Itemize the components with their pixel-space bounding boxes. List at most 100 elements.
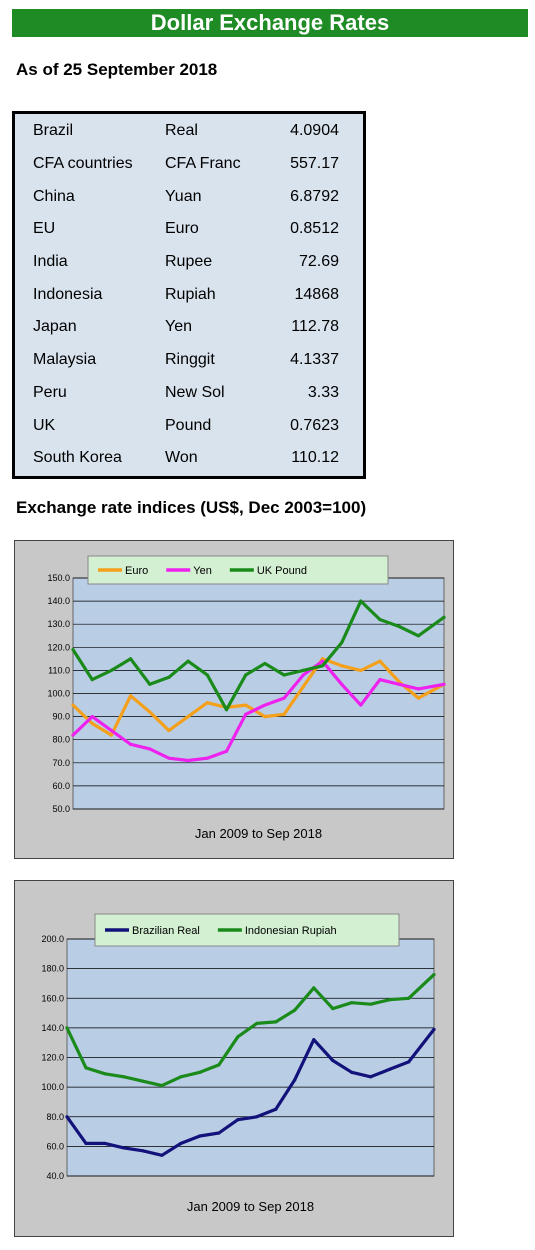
data-point (90, 678, 94, 682)
currency-cell: Ringgit (165, 351, 215, 369)
country-cell: CFA countries (33, 155, 133, 173)
data-point (378, 617, 382, 622)
data-point (160, 1153, 164, 1157)
data-point (71, 733, 75, 737)
rate-row: Japan Yen 112.78 (33, 311, 339, 344)
y-tick-label: 40.0 (46, 1171, 64, 1181)
data-point (244, 703, 248, 707)
data-point (224, 749, 229, 753)
rate-row: India Rupee 72.69 (33, 246, 339, 279)
data-point (224, 708, 229, 712)
rate-cell: 14868 (294, 285, 340, 303)
chart-euro-yen-pound: 50.0 60.0 70.0 80.0 90.0 100.0 110.0 120.0 130.0… (14, 540, 454, 859)
rate-row: Brazil Real 4.0904 (33, 115, 339, 148)
data-point (432, 972, 436, 977)
data-point (141, 1079, 145, 1083)
country-cell: Brazil (33, 122, 74, 140)
data-point (442, 615, 446, 619)
country-cell: China (33, 187, 75, 205)
currency-cell: Real (165, 122, 198, 140)
rate-row: Peru New Sol 3.33 (33, 377, 339, 410)
country-cell: UK (33, 416, 56, 434)
y-tick-label: 200.0 (41, 934, 64, 944)
series-line (65, 973, 436, 1088)
data-point (128, 694, 133, 698)
y-tick-label: 50.0 (52, 804, 70, 814)
data-point (378, 659, 382, 663)
rate-cell: 3.33 (307, 383, 339, 401)
data-point (350, 1001, 354, 1005)
data-point (186, 715, 190, 719)
data-point (255, 1115, 259, 1119)
rate-cell: 110.12 (291, 449, 339, 467)
currency-cell: Rupee (165, 253, 213, 271)
data-point (350, 1070, 354, 1074)
country-cell: India (33, 253, 68, 271)
as-of-date: As of 25 September 2018 (16, 60, 218, 79)
data-point (274, 1020, 278, 1024)
data-point (167, 675, 171, 679)
y-tick-label: 160.0 (41, 993, 64, 1003)
currency-cell: New Sol (165, 383, 225, 401)
data-point (236, 1035, 240, 1039)
data-point (103, 1072, 107, 1076)
country-cell: Japan (33, 318, 77, 336)
rate-cell: 4.1337 (290, 351, 339, 369)
data-point (167, 728, 171, 733)
data-point (442, 682, 446, 686)
data-point (122, 1146, 126, 1150)
data-point (141, 1149, 145, 1153)
data-point (236, 1118, 240, 1122)
data-point (109, 733, 113, 737)
data-point (263, 715, 267, 719)
data-point (244, 673, 248, 677)
rate-row: EU Euro 0.8512 (33, 213, 339, 246)
country-cell: Malaysia (33, 351, 97, 369)
data-point (416, 696, 421, 700)
data-point (340, 664, 344, 668)
data-point (90, 715, 94, 719)
data-point (84, 1141, 88, 1146)
x-axis-caption: Jan 2009 to Sep 2018 (195, 826, 322, 841)
data-point (320, 657, 325, 661)
y-tick-label: 60.0 (52, 781, 70, 791)
data-point (160, 1084, 164, 1088)
data-point (407, 996, 411, 1000)
y-tick-label: 140.0 (47, 596, 70, 606)
data-point (103, 1141, 107, 1146)
data-point (416, 687, 421, 691)
x-axis-caption: Jan 2009 to Sep 2018 (187, 1199, 314, 1214)
currency-cell: Yen (165, 318, 192, 336)
y-tick-label: 80.0 (52, 735, 70, 745)
data-point (301, 673, 305, 677)
country-cell: South Korea (33, 449, 122, 467)
data-point (255, 1021, 259, 1026)
data-point (378, 678, 382, 682)
data-point (293, 1008, 297, 1012)
y-tick-label: 70.0 (52, 758, 70, 768)
currency-cell: Won (165, 449, 198, 467)
legend-label: Brazilian Real (132, 925, 200, 937)
data-point (340, 682, 344, 686)
data-point (84, 1066, 88, 1070)
exchange-rate-table: Brazil Real 4.0904 CFA countries CFA Franc 55… (12, 111, 366, 479)
data-point (71, 648, 75, 652)
data-point (263, 661, 267, 666)
data-point (244, 712, 248, 716)
y-tick-label: 90.0 (52, 712, 70, 722)
series-line (71, 599, 445, 712)
data-point (312, 1038, 316, 1042)
country-cell: Peru (33, 383, 67, 401)
data-point (320, 664, 325, 668)
section-title: Exchange rate indices (US$, Dec 2003=100… (16, 498, 367, 517)
y-tick-label: 150.0 (47, 573, 70, 583)
data-point (128, 657, 133, 661)
legend-label: Euro (125, 565, 148, 577)
data-point (416, 634, 421, 638)
currency-cell: Euro (165, 220, 199, 238)
data-point (407, 1060, 411, 1064)
rate-row: CFA countries CFA Franc 557.17 (33, 148, 339, 181)
rate-cell: 4.0904 (290, 122, 339, 140)
data-point (217, 1131, 221, 1135)
data-point (148, 682, 152, 686)
